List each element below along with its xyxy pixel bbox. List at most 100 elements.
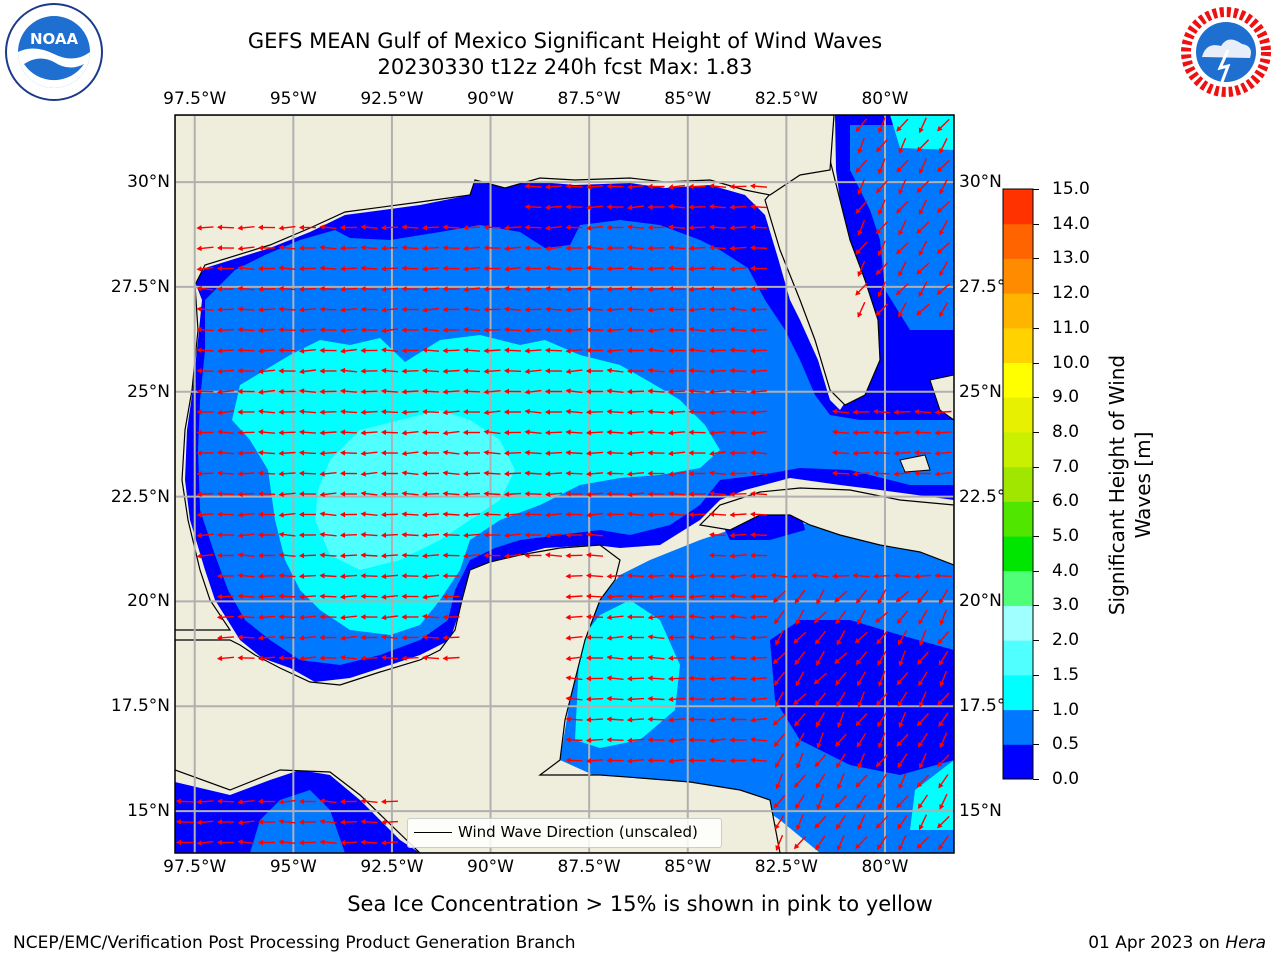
wave-direction-arrowhead <box>503 225 510 231</box>
wave-direction-arrowhead <box>196 470 202 477</box>
noaa-logo: NOAA <box>4 2 104 106</box>
colorbar-tick-label: 8.0 <box>1052 421 1080 442</box>
wave-direction-arrowhead <box>278 799 284 805</box>
wave-direction-arrowhead <box>339 388 346 394</box>
wave-direction-arrowhead <box>918 291 924 298</box>
wave-direction-arrowhead <box>278 655 284 661</box>
wave-direction-arrowhead <box>483 532 489 538</box>
wave-direction-arrowhead <box>237 634 243 641</box>
wave-direction-arrowhead <box>667 655 674 661</box>
wave-direction-arrowhead <box>647 737 653 743</box>
wave-direction-arrowhead <box>729 450 735 456</box>
wave-direction-arrowhead <box>898 722 904 728</box>
wave-direction-arrowhead <box>483 327 489 333</box>
wave-direction-arrowhead <box>380 840 387 846</box>
wave-direction-arrowhead <box>913 450 920 456</box>
wave-direction-arrowhead <box>339 265 346 272</box>
wave-direction-arrowhead <box>339 429 346 436</box>
wave-direction-arrowhead <box>708 306 714 313</box>
colorbar-segment <box>1003 223 1033 259</box>
wave-direction-arrowhead <box>586 512 592 518</box>
wave-direction-arrowhead <box>647 716 653 723</box>
wave-direction-arrowhead <box>462 388 469 395</box>
wave-direction-arrowhead <box>898 188 904 195</box>
wave-direction-arrowhead <box>667 593 673 600</box>
wave-direction-arrowhead <box>503 388 509 395</box>
wave-direction-arrowhead <box>401 634 407 641</box>
wave-direction-arrowhead <box>708 265 715 272</box>
chart-subtitle: 20230330 t12z 240h fcst Max: 1.83 <box>377 55 753 79</box>
wave-direction-arrowhead <box>237 285 243 292</box>
wave-direction-arrowhead <box>483 286 489 292</box>
wave-direction-arrowhead <box>196 409 202 415</box>
wave-direction-arrowhead <box>749 676 756 682</box>
wave-direction-arrowhead <box>401 450 407 457</box>
lon-tick-label: 95°W <box>269 89 317 109</box>
wave-direction-arrowhead <box>401 552 407 559</box>
wave-direction-arrowhead <box>401 389 407 395</box>
wave-direction-arrowhead <box>278 450 284 457</box>
wave-direction-arrowhead <box>939 681 945 687</box>
wave-direction-arrowhead <box>877 660 883 666</box>
wave-direction-arrowhead <box>380 307 387 313</box>
wave-direction-arrowhead <box>585 204 592 211</box>
wave-direction-arrowhead <box>442 327 448 333</box>
wave-direction-arrowhead <box>585 696 592 702</box>
wave-direction-arrowhead <box>462 245 469 252</box>
wave-direction-arrowhead <box>524 429 530 435</box>
wave-direction-arrowhead <box>421 634 428 640</box>
wave-direction-arrowhead <box>401 470 407 476</box>
wave-direction-arrowhead <box>565 470 571 477</box>
wave-direction-arrowhead <box>216 819 222 825</box>
wave-direction-arrowhead <box>360 634 366 641</box>
wave-direction-arrowhead <box>585 244 592 251</box>
wave-direction-arrowhead <box>237 512 243 518</box>
wave-direction-arrowhead <box>896 248 902 255</box>
wave-direction-arrowhead <box>729 757 735 764</box>
wave-direction-arrowhead <box>688 388 694 394</box>
colorbar-tick-label: 7.0 <box>1052 456 1080 477</box>
wave-direction-arrowhead <box>544 512 551 518</box>
wave-direction-arrowhead <box>503 450 510 456</box>
wave-direction-arrowhead <box>896 207 902 214</box>
wave-direction-arrowhead <box>380 511 387 518</box>
wave-direction-arrowhead <box>483 490 489 497</box>
wave-direction-arrowhead <box>775 701 780 707</box>
wave-direction-arrowhead <box>462 553 469 559</box>
wave-direction-arrowhead <box>918 741 924 748</box>
svg-text:NOAA: NOAA <box>30 30 79 48</box>
wave-direction-arrowhead <box>749 757 756 763</box>
wave-direction-arrowhead <box>421 491 428 497</box>
wave-direction-arrowhead <box>814 638 821 645</box>
wave-direction-arrowhead <box>237 429 243 436</box>
wave-direction-arrowhead <box>937 700 943 706</box>
wave-direction-arrowhead <box>667 224 674 230</box>
wave-direction-arrowhead <box>876 844 882 850</box>
wave-direction-arrowhead <box>503 532 510 539</box>
wave-direction-arrowhead <box>524 245 530 251</box>
wave-direction-arrowhead <box>319 368 325 374</box>
wave-direction-arrowhead <box>749 224 756 231</box>
wave-direction-arrowhead <box>729 429 735 436</box>
wave-direction-arrowhead <box>401 430 407 436</box>
wave-direction-arrowhead <box>196 306 202 312</box>
wave-direction-arrowhead <box>934 430 940 436</box>
wave-direction-arrowhead <box>939 619 945 626</box>
wave-direction-arrowhead <box>278 491 284 498</box>
wave-direction-arrowhead <box>278 593 284 599</box>
wave-direction-arrowhead <box>750 430 756 436</box>
wave-direction-arrowhead <box>897 639 903 646</box>
wave-direction-arrowhead <box>278 818 284 825</box>
colorbar-tick-label: 13.0 <box>1052 248 1090 269</box>
wave-direction-arrowhead <box>483 368 489 375</box>
wave-direction-arrowhead <box>565 449 571 456</box>
wave-direction-arrowhead <box>462 347 469 353</box>
wave-direction-arrowhead <box>421 326 428 333</box>
wave-direction-arrowhead <box>647 675 653 681</box>
wave-direction-arrowhead <box>857 619 862 625</box>
wave-direction-arrowhead <box>462 532 469 539</box>
wave-direction-arrowhead <box>381 614 387 621</box>
wave-direction-arrowhead <box>524 408 530 415</box>
wave-direction-arrowhead <box>749 265 755 272</box>
wave-direction-arrowhead <box>708 347 715 354</box>
